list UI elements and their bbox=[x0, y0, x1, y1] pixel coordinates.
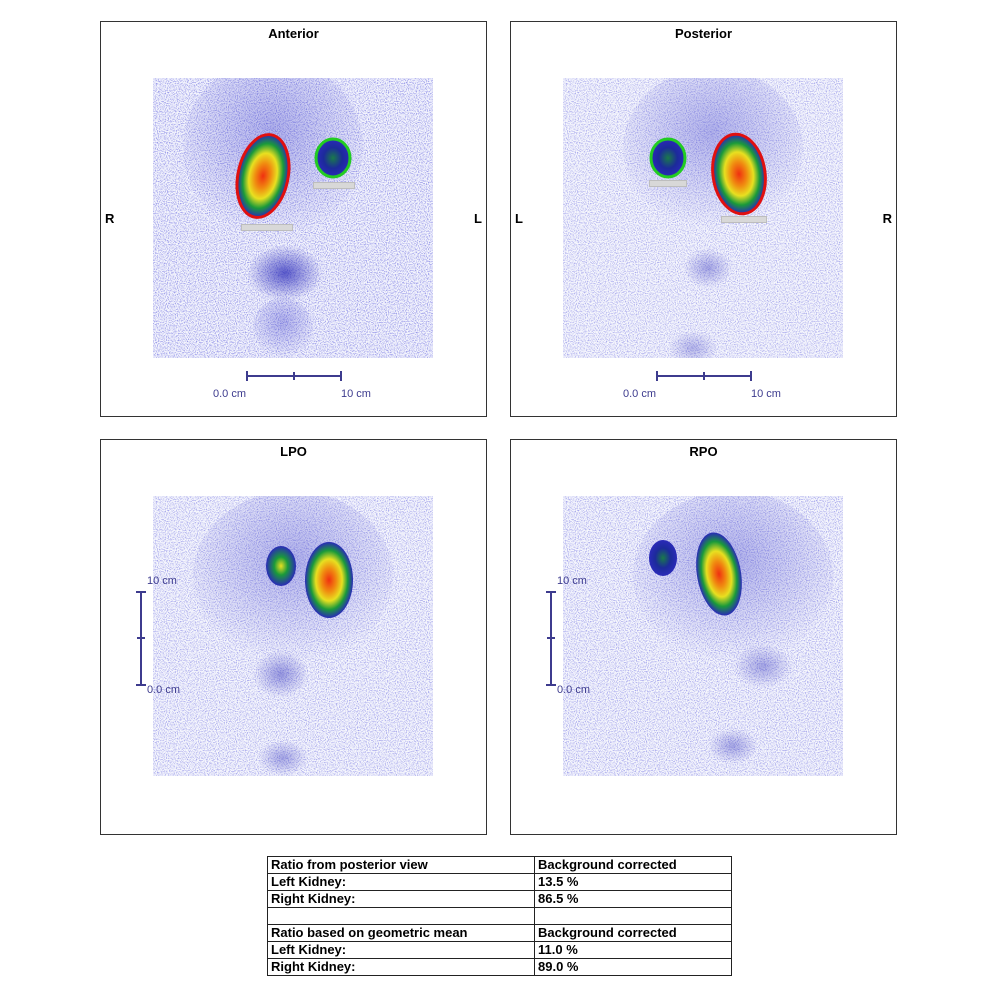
scale-end-label: 10 cm bbox=[341, 388, 371, 400]
orientation-label-left: R bbox=[105, 211, 115, 226]
scale-bar bbox=[246, 371, 342, 381]
roi-label bbox=[241, 224, 293, 231]
scale-end-label: 10 cm bbox=[751, 388, 781, 400]
scale-bar bbox=[546, 591, 556, 686]
table-row: Ratio based on geometric mean Background… bbox=[267, 924, 732, 942]
spacer-row bbox=[267, 907, 732, 925]
scale-start-label: 0.0 cm bbox=[623, 388, 657, 400]
left-kidney-roi bbox=[314, 137, 352, 179]
kidney-value: 11.0 % bbox=[534, 941, 732, 959]
scale-bar bbox=[136, 591, 146, 686]
roi-label bbox=[649, 180, 687, 187]
scale-bottom-label: 0.0 cm bbox=[557, 684, 591, 696]
roi-label bbox=[313, 182, 355, 189]
scale-start-label: 0.0 cm bbox=[213, 388, 247, 400]
rpo-scan-image bbox=[563, 496, 843, 776]
orientation-label-right: L bbox=[474, 211, 482, 226]
scale-bar bbox=[656, 371, 752, 381]
kidney-value: 13.5 % bbox=[534, 873, 732, 891]
table-row: Ratio from posterior view Background cor… bbox=[267, 856, 732, 874]
section-header-label: Ratio based on geometric mean bbox=[267, 924, 535, 942]
scale-bottom-label: 0.0 cm bbox=[147, 684, 181, 696]
table-row: Right Kidney: 89.0 % bbox=[267, 958, 732, 976]
right-kidney-roi bbox=[711, 132, 767, 216]
lpo-view-panel: LPO 10 cm 0.0 cm bbox=[100, 439, 487, 835]
panel-title: LPO bbox=[280, 444, 307, 459]
anterior-view-panel: Anterior R L 0.0 cm 10 cm bbox=[100, 21, 487, 417]
orientation-label-left: L bbox=[515, 211, 523, 226]
anterior-scan-image bbox=[153, 78, 433, 358]
kidney-value: 86.5 % bbox=[534, 890, 732, 908]
kidney-label: Left Kidney: bbox=[267, 873, 535, 891]
panel-title: Posterior bbox=[674, 26, 733, 41]
rpo-view-panel: RPO 10 cm 0.0 cm bbox=[510, 439, 897, 835]
orientation-label-right: R bbox=[882, 211, 892, 226]
posterior-view-panel: Posterior L R 0.0 cm 10 cm bbox=[510, 21, 897, 417]
table-row: Left Kidney: 13.5 % bbox=[267, 873, 732, 891]
kidney-value: 89.0 % bbox=[534, 958, 732, 976]
scale-top-label: 10 cm bbox=[147, 575, 177, 587]
panel-title: Anterior bbox=[268, 26, 319, 41]
kidney-label: Right Kidney: bbox=[267, 958, 535, 976]
right-kidney-roi bbox=[235, 133, 291, 219]
split-function-results-table: Ratio from posterior view Background cor… bbox=[267, 856, 732, 976]
scale-top-label: 10 cm bbox=[557, 575, 587, 587]
section-header-method: Background corrected bbox=[534, 856, 732, 874]
posterior-scan-image bbox=[563, 78, 843, 358]
lpo-scan-image bbox=[153, 496, 433, 776]
left-kidney-roi bbox=[649, 137, 687, 179]
table-row: Left Kidney: 11.0 % bbox=[267, 941, 732, 959]
section-header-label: Ratio from posterior view bbox=[267, 856, 535, 874]
panel-title: RPO bbox=[689, 444, 718, 459]
kidney-label: Right Kidney: bbox=[267, 890, 535, 908]
roi-label bbox=[721, 216, 767, 223]
kidney-label: Left Kidney: bbox=[267, 941, 535, 959]
section-header-method: Background corrected bbox=[534, 924, 732, 942]
table-row: Right Kidney: 86.5 % bbox=[267, 890, 732, 908]
